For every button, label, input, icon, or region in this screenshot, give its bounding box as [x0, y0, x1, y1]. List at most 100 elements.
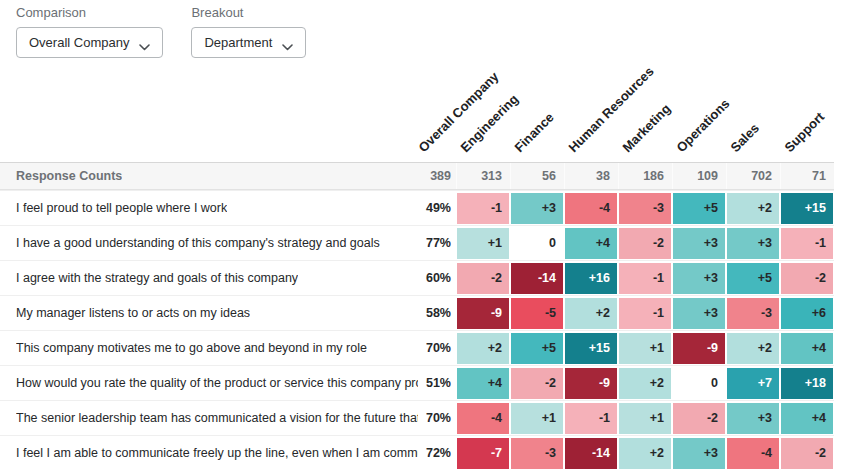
- column-headers: Overall CompanyEngineeringFinanceHuman R…: [0, 0, 850, 160]
- question-labelcell: My manager listens to or acts on my idea…: [0, 296, 456, 330]
- question-labelcell: I agree with the strategy and goals of t…: [0, 261, 456, 295]
- heatmap-cell: +3: [727, 403, 779, 434]
- heatmap-row: The senior leadership team has communica…: [0, 400, 834, 435]
- heatmap-cell: +2: [457, 333, 509, 364]
- heatmap-cell: +2: [727, 333, 779, 364]
- heatmap-cell: +16: [565, 263, 617, 294]
- response-count-cell: 186: [618, 163, 672, 189]
- heatmap-cell: +2: [565, 298, 617, 329]
- heatmap-cell: +15: [565, 333, 617, 364]
- heatmap-cell: +3: [727, 228, 779, 259]
- question-label: How would you rate the quality of the pr…: [16, 376, 418, 390]
- heatmap-cell: -9: [457, 298, 509, 329]
- response-count-cell: 313: [456, 163, 510, 189]
- heatmap-cell: -1: [619, 263, 671, 294]
- heatmap-table: Response Counts389313563818610970271I fe…: [0, 162, 834, 470]
- heatmap-cell: -1: [457, 193, 509, 224]
- overall-score: 70%: [418, 411, 451, 425]
- heatmap-cell: -2: [781, 438, 833, 469]
- heatmap-cell: -1: [781, 228, 833, 259]
- heatmap-cell: +4: [781, 333, 833, 364]
- heatmap-cell: -4: [727, 438, 779, 469]
- response-count-cell: 38: [564, 163, 618, 189]
- question-labelcell: The senior leadership team has communica…: [0, 401, 456, 435]
- heatmap-cell: 0: [511, 228, 563, 259]
- response-count-overall: 389: [422, 169, 451, 183]
- question-labelcell: I feel proud to tell people where I work…: [0, 191, 456, 225]
- heatmap-cell: -2: [673, 403, 725, 434]
- question-label: The senior leadership team has communica…: [16, 411, 418, 425]
- heatmap-cell: +2: [619, 368, 671, 399]
- overall-score: 58%: [418, 306, 451, 320]
- heatmap-cell: +2: [727, 193, 779, 224]
- question-labelcell: How would you rate the quality of the pr…: [0, 366, 456, 400]
- heatmap-cell: -7: [457, 438, 509, 469]
- heatmap-cell: -14: [565, 438, 617, 469]
- question-label: I have a good understanding of this comp…: [16, 236, 380, 250]
- heatmap-cell: +18: [781, 368, 833, 399]
- response-counts-labelcell: Response Counts 389: [0, 163, 456, 189]
- heatmap-cell: -3: [619, 193, 671, 224]
- question-labelcell: I have a good understanding of this comp…: [0, 226, 456, 260]
- heatmap-cell: +2: [619, 438, 671, 469]
- response-counts-label: Response Counts: [16, 169, 122, 183]
- heatmap-cell: +1: [619, 333, 671, 364]
- heatmap-cell: -3: [727, 298, 779, 329]
- heatmap-row: I have a good understanding of this comp…: [0, 225, 834, 260]
- heatmap-cell: +4: [457, 368, 509, 399]
- heatmap-cell: +1: [457, 228, 509, 259]
- question-label: This company motivates me to go above an…: [16, 341, 367, 355]
- heatmap-cell: 0: [673, 368, 725, 399]
- column-header: Marketing: [619, 101, 673, 155]
- heatmap-cell: +3: [511, 193, 563, 224]
- heatmap-cell: +5: [511, 333, 563, 364]
- question-label: My manager listens to or acts on my idea…: [16, 306, 250, 320]
- overall-score: 77%: [418, 236, 451, 250]
- heatmap-cell: -3: [511, 438, 563, 469]
- heatmap-cell: -1: [619, 298, 671, 329]
- heatmap-cell: +3: [673, 438, 725, 469]
- heatmap-cell: -2: [781, 263, 833, 294]
- column-header: Support: [781, 109, 827, 155]
- heatmap-row: My manager listens to or acts on my idea…: [0, 295, 834, 330]
- heatmap-cell: +3: [673, 228, 725, 259]
- heatmap-cell: -9: [673, 333, 725, 364]
- heatmap-cell: +3: [673, 298, 725, 329]
- response-count-cell: 702: [726, 163, 780, 189]
- column-header: Finance: [511, 110, 556, 155]
- question-label: I agree with the strategy and goals of t…: [16, 271, 298, 285]
- heatmap-cell: -5: [511, 298, 563, 329]
- heatmap-cell: +3: [673, 263, 725, 294]
- heatmap-cell: +7: [727, 368, 779, 399]
- question-label: I feel I am able to communicate freely u…: [16, 446, 418, 460]
- overall-score: 72%: [418, 446, 451, 460]
- heatmap-cell: -2: [457, 263, 509, 294]
- heatmap-cell: +5: [727, 263, 779, 294]
- heatmap-cell: -9: [565, 368, 617, 399]
- heatmap-cell: -4: [565, 193, 617, 224]
- heatmap-cell: -4: [457, 403, 509, 434]
- response-count-cell: 71: [780, 163, 834, 189]
- overall-score: 51%: [418, 376, 451, 390]
- heatmap-cell: +1: [511, 403, 563, 434]
- question-labelcell: I feel I am able to communicate freely u…: [0, 436, 456, 470]
- heatmap-cell: -14: [511, 263, 563, 294]
- heatmap-row: This company motivates me to go above an…: [0, 330, 834, 365]
- heatmap-cell: +6: [781, 298, 833, 329]
- heatmap-cell: -2: [619, 228, 671, 259]
- heatmap-cell: +4: [565, 228, 617, 259]
- response-count-cell: 56: [510, 163, 564, 189]
- heatmap-cell: -1: [565, 403, 617, 434]
- heatmap-cell: +4: [781, 403, 833, 434]
- heatmap-cell: +5: [673, 193, 725, 224]
- heatmap-cell: +1: [619, 403, 671, 434]
- heatmap-row: I feel proud to tell people where I work…: [0, 190, 834, 225]
- heatmap-widget: Comparison Overall Company Breakout Depa…: [0, 0, 850, 470]
- heatmap-row: I feel I am able to communicate freely u…: [0, 435, 834, 470]
- heatmap-row: I agree with the strategy and goals of t…: [0, 260, 834, 295]
- question-labelcell: This company motivates me to go above an…: [0, 331, 456, 365]
- overall-score: 60%: [418, 271, 451, 285]
- heatmap-cell: -2: [511, 368, 563, 399]
- response-counts-row: Response Counts389313563818610970271: [0, 162, 834, 190]
- heatmap-cell: +15: [781, 193, 833, 224]
